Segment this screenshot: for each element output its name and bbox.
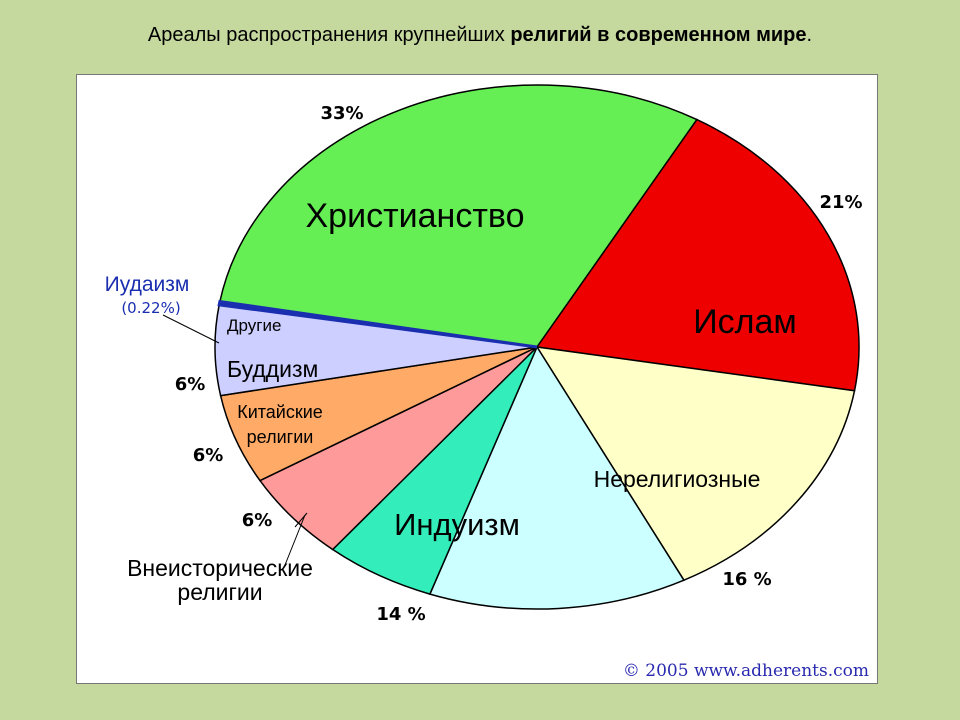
label-chinese-religions: Китайские религии [237,402,323,447]
percent-nonreligious: 16 % [722,569,771,590]
label-nonreligious: Нерелигиозные [594,466,761,492]
slice-hinduism [428,345,686,610]
title-part-1: Ареалы распространения крупнейших [147,24,511,46]
label-primal-line-2: религии [177,579,262,605]
page-title: Ареалы распространения крупнейших религи… [0,24,960,47]
chart-panel: Христианство Ислам Нерелигиозные Индуизм… [76,74,878,684]
percent-christianity: 33% [320,103,363,124]
slice-islam [535,118,860,392]
percent-chinese: 6% [193,445,224,466]
credit-text: © 2005 www.adherents.com [623,661,869,681]
title-part-2: религий в современном мире [510,24,807,46]
label-islam: Ислам [693,303,797,341]
label-primal-line-1: Внеисторические [127,555,313,581]
percent-buddhism: 6% [175,374,206,395]
percent-judaism: (0.22%) [121,299,180,317]
percent-islam: 21% [819,192,862,213]
label-hinduism: Индуизм [394,507,520,542]
leader-primal-label [284,514,306,566]
slice-christianity [218,84,699,348]
label-other: Другие [227,316,281,335]
label-buddhism: Буддизм [227,356,318,382]
label-chinese-line-2: религии [247,427,314,447]
label-primal-religions: Внеисторические религии [127,555,313,605]
title-part-3: . [806,24,813,46]
label-christianity: Христианство [306,197,525,235]
slice-nonreligious [535,346,856,582]
label-chinese-line-1: Китайские [237,402,323,422]
label-judaism: Иудаизм [105,273,190,296]
leader-judaism [162,314,220,344]
slice-judaism [217,299,538,349]
percent-hinduism: 14 % [376,604,425,625]
percent-primal: 6% [242,510,273,531]
pie-chart: Христианство Ислам Нерелигиозные Индуизм… [105,84,869,681]
